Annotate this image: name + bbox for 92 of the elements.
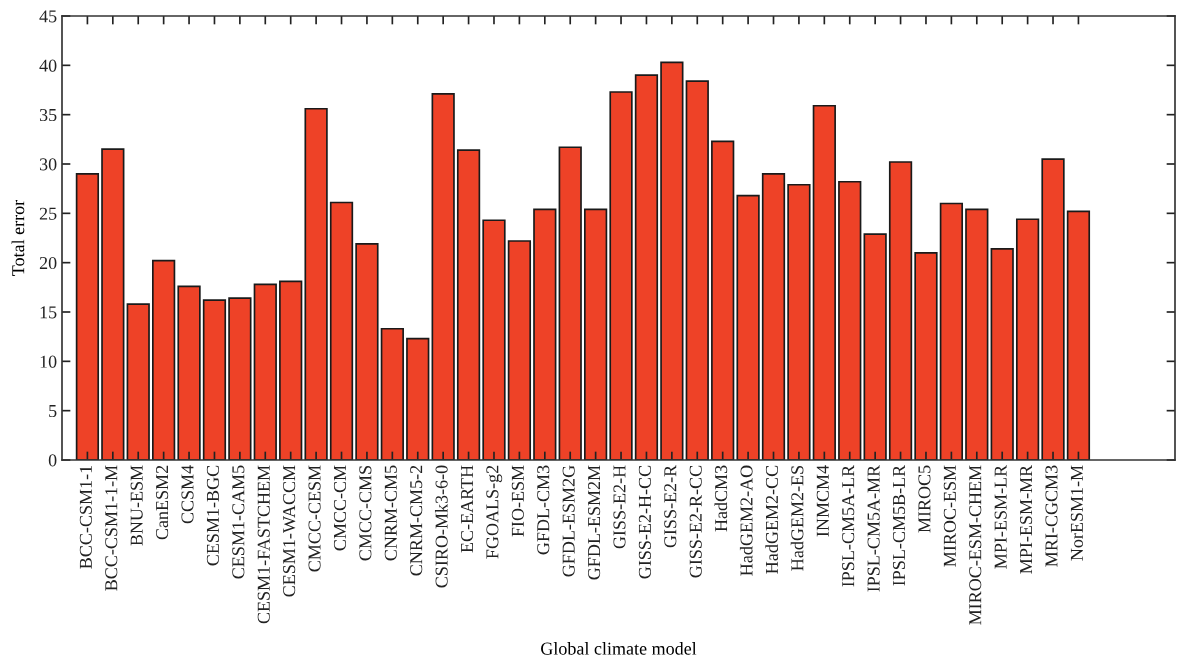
bar <box>380 327 404 460</box>
bar <box>939 202 964 460</box>
x-tick-label: GFDL-ESM2G <box>562 465 575 577</box>
bar <box>761 173 786 460</box>
x-tick-label: CESM1-CAM5 <box>232 465 245 579</box>
x-tick-label: IPSL-CM5B-LR <box>892 464 906 586</box>
x-tick-label: CESM1-WACCM <box>283 465 296 597</box>
bar <box>685 80 709 460</box>
x-tick-label: BNU-ESM <box>130 465 143 546</box>
bar <box>1015 218 1040 460</box>
bar <box>838 180 862 460</box>
bar <box>228 297 252 460</box>
y-tick-label: 0 <box>48 454 57 467</box>
x-axis-title: Global climate model <box>541 642 697 655</box>
bar <box>355 243 379 460</box>
x-tick-label: FGOALS-g2 <box>486 465 503 559</box>
bar <box>609 91 633 460</box>
y-tick-label: 35 <box>39 108 57 122</box>
y-axis-title: Total error <box>11 199 25 276</box>
y-tick-label: 45 <box>39 10 57 23</box>
x-tick-label: GFDL-ESM2M <box>588 465 601 580</box>
bar <box>888 161 913 460</box>
y-tick-label: 5 <box>49 405 57 418</box>
x-tick-label: MRI-CGCM3 <box>1045 465 1058 567</box>
bar <box>965 208 989 460</box>
bar <box>736 194 760 460</box>
bar <box>75 173 100 460</box>
bar <box>456 149 481 460</box>
x-tick-label: BCC-CSM1-1-M <box>105 465 118 591</box>
x-tick-label: CMCC-CESM <box>308 465 321 572</box>
x-tick-label: MIROC-ESM <box>943 465 956 567</box>
x-tick-label: CCSM4 <box>181 465 194 524</box>
bar <box>558 146 582 460</box>
x-tick-label: CNRM-CM5-2 <box>410 465 423 576</box>
x-tick-label: HadGEM2-CC <box>765 465 779 574</box>
bar <box>533 208 557 460</box>
bar <box>304 107 328 460</box>
x-tick-label: INMCM4 <box>816 465 829 537</box>
bar <box>914 251 938 460</box>
x-tick-label: CESM1-FASTCHEM <box>257 465 270 624</box>
x-tick-label: HadGEM2-AO <box>739 465 753 576</box>
x-tick-label: GISS-E2-H <box>613 465 626 549</box>
y-tick-label: 20 <box>39 256 57 270</box>
x-tick-label: IPSL-CM5A-LR <box>842 464 855 587</box>
bar <box>482 219 506 460</box>
y-tick-label: 15 <box>40 306 57 319</box>
x-tick-label: EC-EARTH <box>460 465 474 553</box>
bar <box>431 93 455 460</box>
bar <box>711 140 735 460</box>
y-tick-label: 10 <box>40 355 57 368</box>
x-tick-label: CESM1-BGC <box>206 465 219 566</box>
x-tick-label: MIROC5 <box>918 465 931 533</box>
bar <box>583 208 608 460</box>
bar <box>406 337 430 460</box>
bar <box>660 61 684 460</box>
bar <box>634 74 659 460</box>
x-tick-label: GISS-E2-H-CC <box>638 465 651 579</box>
y-tick-label: 30 <box>39 158 57 171</box>
bar <box>279 280 303 460</box>
x-tick-label: NorESM1-M <box>1070 465 1083 561</box>
x-tick-label: GISS-E2-R <box>664 464 677 548</box>
bar <box>812 104 836 460</box>
bar <box>253 283 277 460</box>
x-tick-label: MPI-ESM-MR <box>1020 464 1033 574</box>
bar <box>126 303 150 460</box>
bar <box>329 201 354 460</box>
bar <box>1066 210 1091 460</box>
x-tick-label: CMCC-CMS <box>359 465 372 561</box>
x-tick-label: BCC-CSM1-1 <box>79 465 92 569</box>
bar <box>202 299 227 460</box>
bar <box>152 259 176 460</box>
x-tick-label: HadGEM2-ES <box>790 465 804 571</box>
y-tick-label: 25 <box>39 207 57 220</box>
bar <box>863 233 887 460</box>
x-tick-label: GFDL-CM3 <box>537 465 550 555</box>
x-tick-label: IPSL-CM5A-MR <box>867 464 880 592</box>
bar <box>177 285 201 460</box>
x-tick-label: HadCM3 <box>714 465 728 532</box>
bar <box>990 248 1014 460</box>
x-tick-label: CMCC-CM <box>333 465 347 551</box>
x-tick-label: GISS-E2-R-CC <box>689 465 702 578</box>
bar <box>101 148 125 460</box>
x-tick-label: CanESM2 <box>156 465 169 540</box>
x-tick-label: CSIRO-Mk3-6-0 <box>434 465 448 588</box>
bar <box>787 183 811 460</box>
x-tick-label: MPI-ESM-LR <box>994 464 1007 569</box>
bar <box>1041 158 1065 460</box>
x-tick-label: FIO-ESM <box>511 465 524 537</box>
x-tick-label: MIROC-ESM-CHEM <box>969 465 982 625</box>
x-tick-label: CNRM-CM5 <box>384 465 397 561</box>
bar <box>507 240 532 460</box>
y-tick-label: 40 <box>39 59 57 72</box>
